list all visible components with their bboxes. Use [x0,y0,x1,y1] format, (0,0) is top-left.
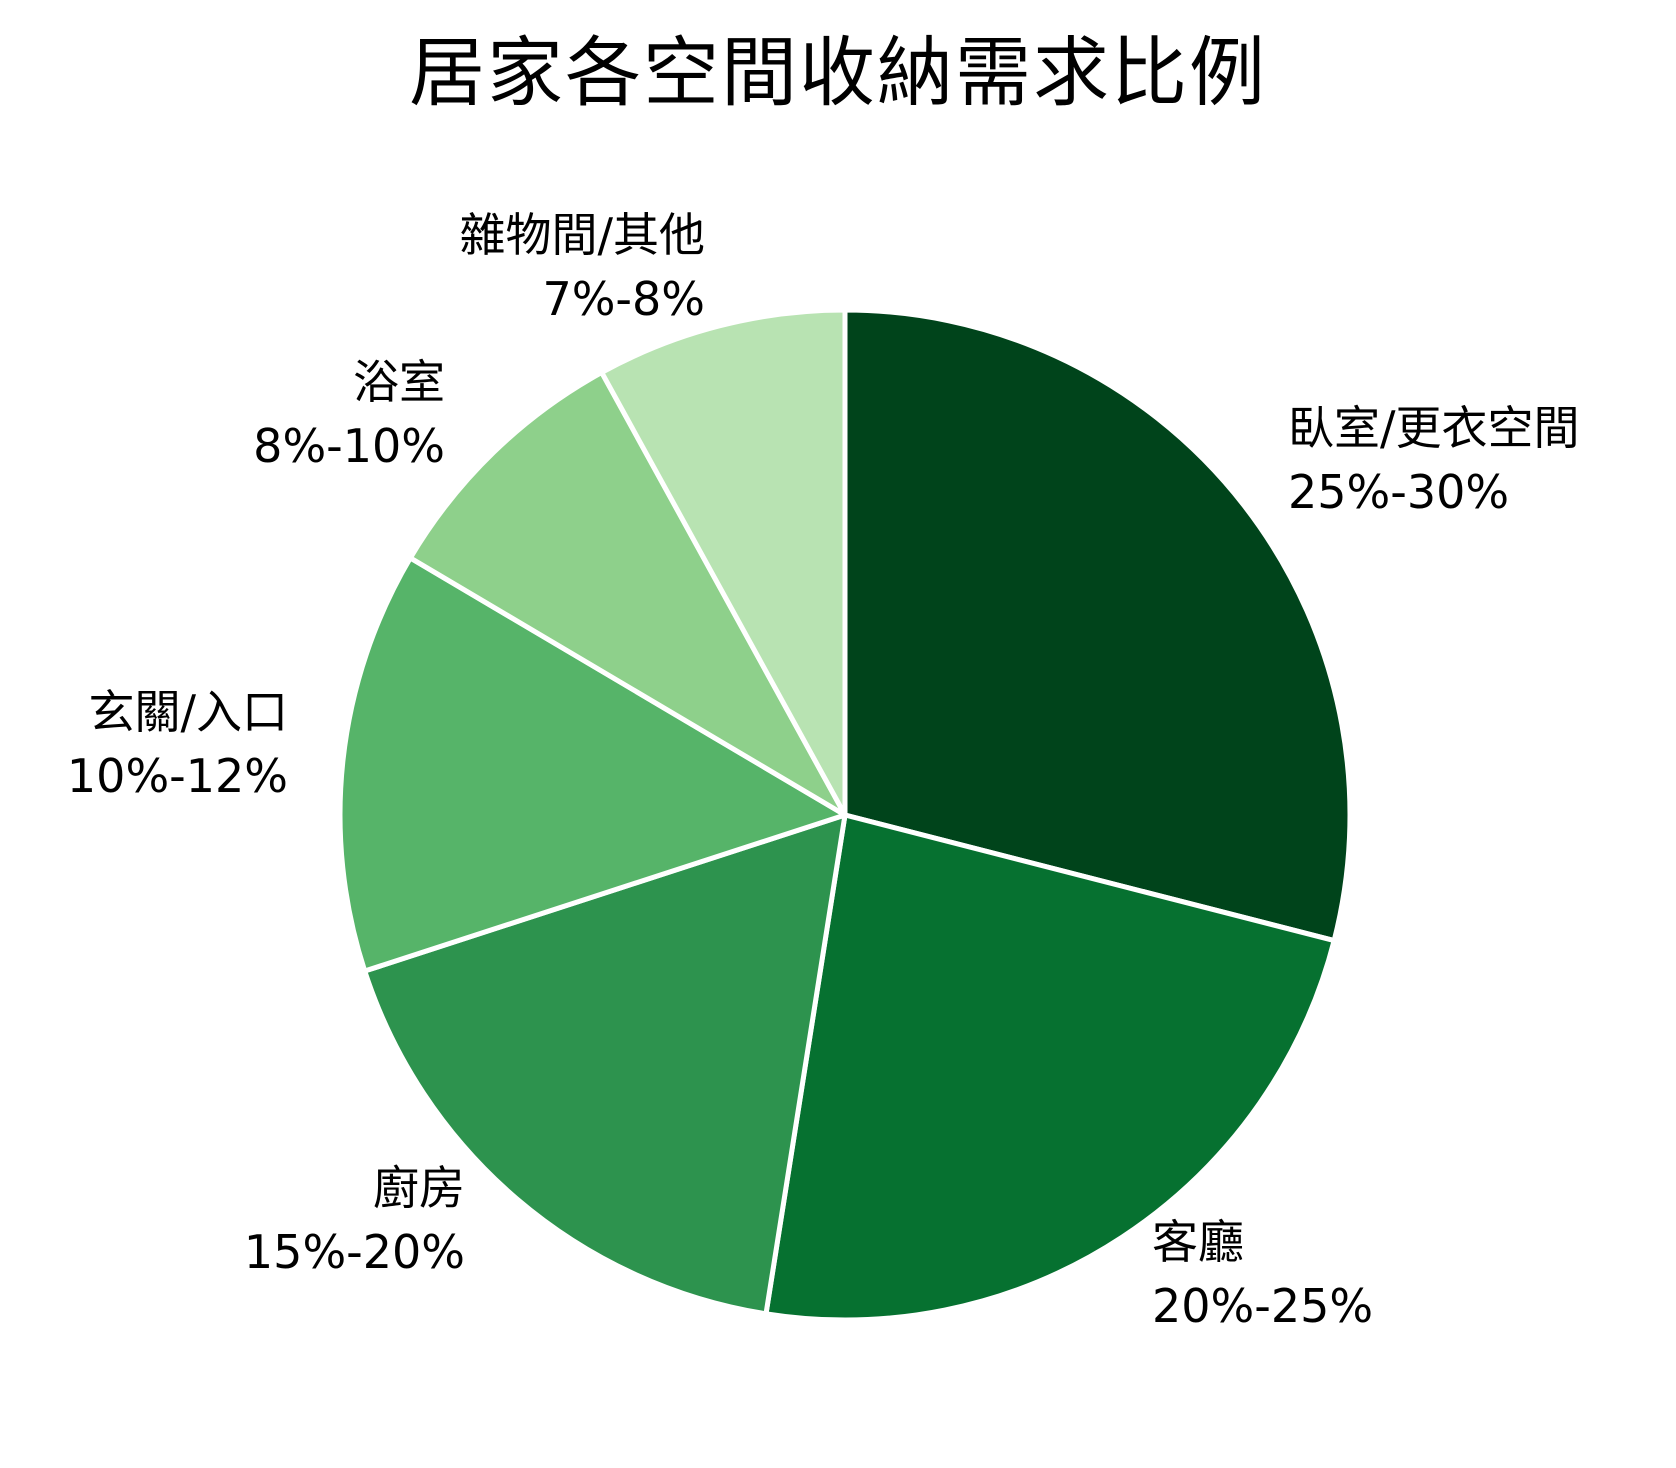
slice-name: 臥室/更衣空間 [1288,401,1580,455]
slice-range: 7%-8% [542,272,705,326]
chart-title: 居家各空間收納需求比例 [409,28,1267,117]
label-bathroom: 浴室 8%-10% [253,350,445,478]
slice-name: 雜物間/其他 [459,208,706,262]
pie-slice-storage [599,307,848,818]
slice-name: 廚房 [373,1161,465,1215]
label-storage: 雜物間/其他 7%-8% [460,203,706,331]
slice-name: 浴室 [353,355,445,409]
slice-range: 20%-25% [1152,1279,1374,1333]
pie-slice-bathroom [407,369,848,818]
slice-range: 15%-20% [243,1225,465,1279]
slice-range: 10%-12% [66,749,288,803]
slice-name: 玄關/入口 [88,685,289,739]
slice-range: 8%-10% [253,419,445,473]
label-living: 客廳 20%-25% [1152,1210,1373,1338]
label-kitchen: 廚房 15%-20% [244,1156,465,1284]
slice-name: 客廳 [1152,1215,1244,1269]
label-entrance: 玄關/入口 10%-12% [67,680,288,808]
label-bedroom: 臥室/更衣空間 25%-30% [1288,396,1580,524]
pie-slice-entrance [337,555,848,974]
pie-slice-living [763,812,1337,1323]
slice-range: 25%-30% [1288,465,1510,519]
pie-slice-bedroom [842,307,1353,944]
pie-slice-kitchen [362,812,848,1317]
